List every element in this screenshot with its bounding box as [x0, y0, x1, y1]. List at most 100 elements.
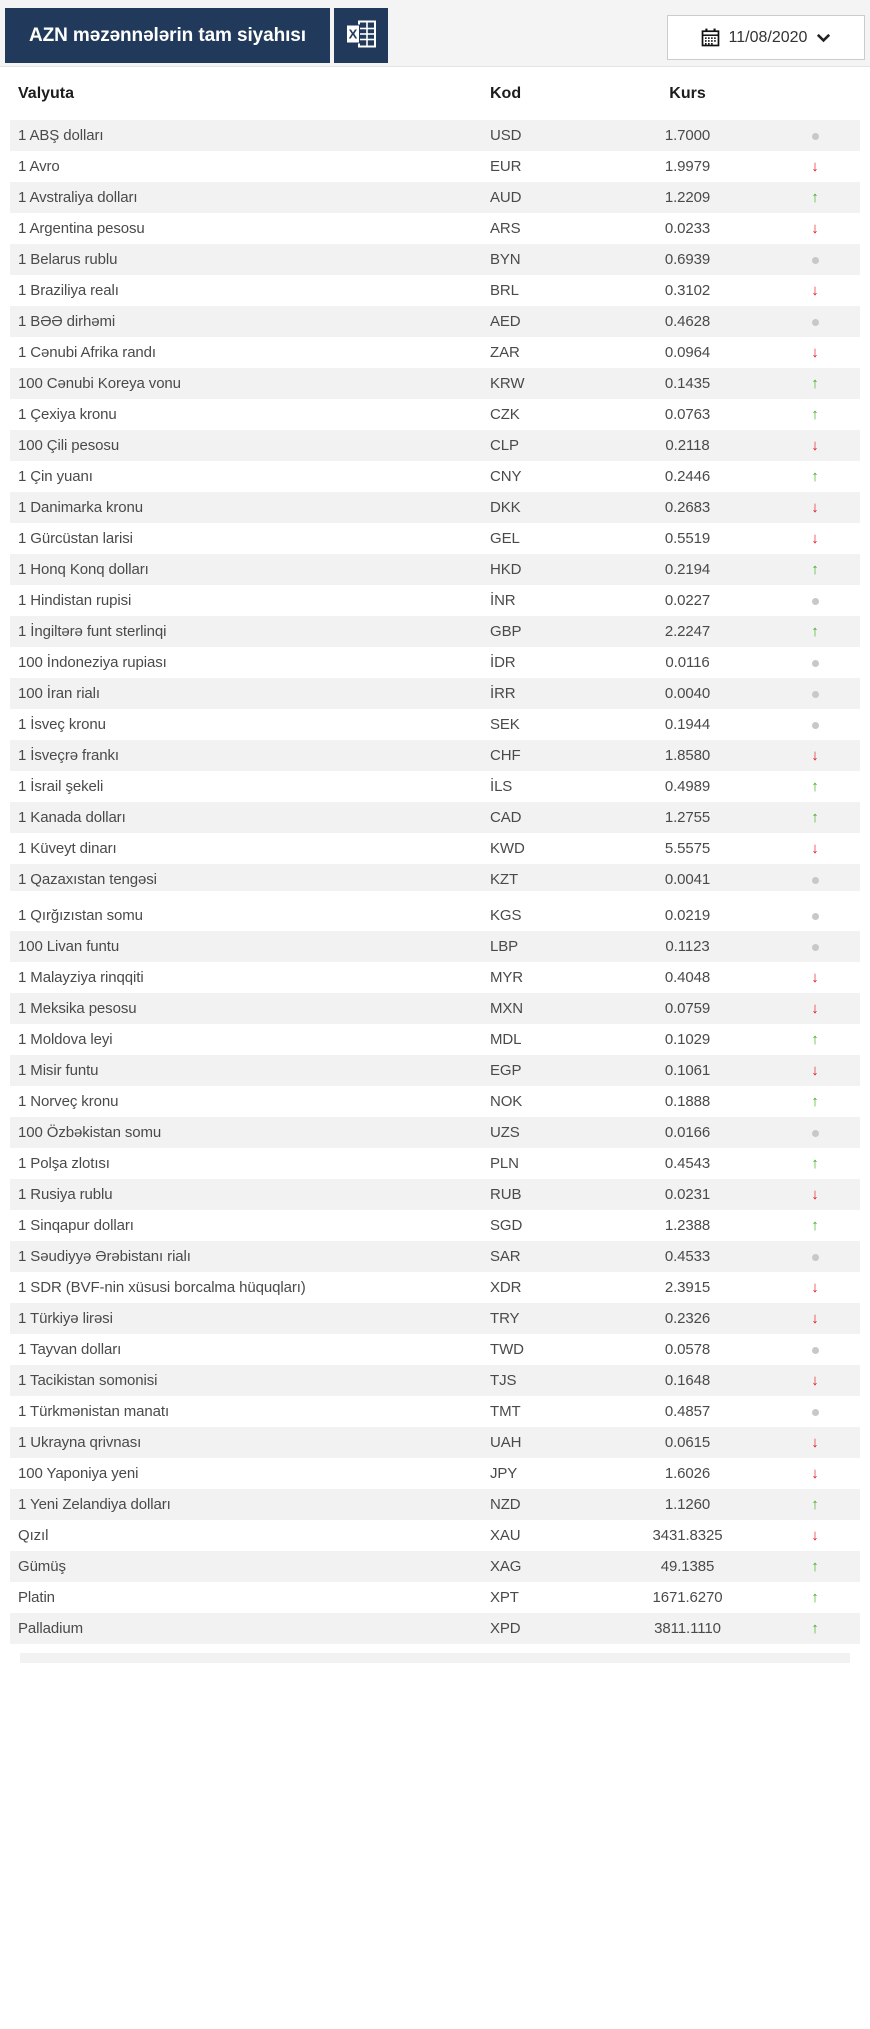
currency-rate: 0.0615	[664, 1434, 711, 1451]
currency-name: 1 Belarus rublu	[18, 251, 118, 268]
currency-rate: 1.2388	[664, 1217, 711, 1234]
currency-code: KZT	[490, 871, 519, 888]
table-row: 1 Belarus rublu BYN 0.6939	[10, 244, 860, 275]
no-change-dot-icon	[811, 690, 819, 698]
no-change-dot-icon	[811, 132, 819, 140]
currency-name: 100 Özbəkistan somu	[18, 1124, 162, 1141]
table-row: 1 Avstraliya dolları AUD 1.2209 ↑	[10, 182, 860, 213]
no-change-dot-icon	[811, 597, 819, 605]
currency-rate: 2.2247	[664, 623, 711, 640]
table-row: 1 İsveç kronu SEK 0.1944	[10, 709, 860, 740]
table-row: 1 İsveçrə frankı CHF 1.8580 ↓	[10, 740, 860, 771]
currency-name: 1 SDR (BVF-nin xüsusi borcalma hüquqları…	[18, 1279, 306, 1296]
table-row: 1 Qırğızıstan somu KGS 0.0219	[10, 900, 860, 931]
no-change-dot-icon	[811, 943, 819, 951]
currency-code: TMT	[490, 1403, 521, 1420]
up-arrow-icon: ↑	[811, 1589, 819, 1606]
table-row: 100 Cənubi Koreya vonu KRW 0.1435 ↑	[10, 368, 860, 399]
rates-table-body: 1 ABŞ dolları USD 1.7000 1 Avro EUR 1.99…	[10, 120, 860, 1644]
table-row: 100 Yaponiya yeni JPY 1.6026 ↓	[10, 1458, 860, 1489]
currency-name: 1 Polşa zlotısı	[18, 1155, 110, 1172]
currency-code: RUB	[490, 1186, 522, 1203]
currency-code: KGS	[490, 907, 522, 924]
down-arrow-icon: ↓	[811, 1527, 819, 1544]
currency-code: XDR	[490, 1279, 522, 1296]
currency-rate: 49.1385	[660, 1558, 715, 1575]
table-row: 1 Kanada dolları CAD 1.2755 ↑	[10, 802, 860, 833]
page-header: AZN məzənnələrin tam siyahısı X	[0, 0, 870, 67]
currency-name: 1 İsveç kronu	[18, 716, 106, 733]
currency-rate: 1.8580	[664, 747, 711, 764]
currency-code: USD	[490, 127, 522, 144]
currency-name: 1 Türkiyə lirəsi	[18, 1310, 113, 1327]
currency-code: HKD	[490, 561, 522, 578]
rates-table-header: Valyuta Kod Kurs	[10, 67, 860, 120]
table-row: 1 Avro EUR 1.9979 ↓	[10, 151, 860, 182]
currency-code: AED	[490, 313, 521, 330]
excel-export-button[interactable]: X	[333, 8, 388, 63]
table-row: 1 Çexiya kronu CZK 0.0763 ↑	[10, 399, 860, 430]
table-row: 1 Hindistan rupisi İNR 0.0227	[10, 585, 860, 616]
table-row: Gümüş XAG 49.1385 ↑	[10, 1551, 860, 1582]
currency-code: BYN	[490, 251, 521, 268]
currency-name: 1 Malayziya rinqqiti	[18, 969, 144, 986]
table-row: 1 Malayziya rinqqiti MYR 0.4048 ↓	[10, 962, 860, 993]
no-change-dot-icon	[811, 256, 819, 264]
currency-name: 1 Ukrayna qrivnası	[18, 1434, 142, 1451]
currency-code: LBP	[490, 938, 519, 955]
currency-code: SAR	[490, 1248, 521, 1265]
no-change-dot-icon	[811, 1253, 819, 1261]
currency-rate: 0.2118	[665, 437, 710, 454]
down-arrow-icon: ↓	[811, 499, 819, 516]
currency-rate: 2.3915	[664, 1279, 711, 1296]
currency-name: 1 İsrail şekeli	[18, 778, 104, 795]
currency-name: 1 Norveç kronu	[18, 1093, 119, 1110]
currency-code: CAD	[490, 809, 522, 826]
currency-name: 1 Rusiya rublu	[18, 1186, 113, 1203]
currency-rate: 0.1435	[664, 375, 711, 392]
currency-rate: 0.1061	[664, 1062, 711, 1079]
table-row: 1 Danimarka kronu DKK 0.2683 ↓	[10, 492, 860, 523]
currency-rate: 0.0041	[664, 871, 711, 888]
currency-code: KRW	[490, 375, 525, 392]
currency-rate: 0.4989	[664, 778, 711, 795]
date-picker[interactable]: 11/08/2020	[667, 15, 865, 60]
currency-rate: 0.0231	[664, 1186, 711, 1203]
currency-rate: 0.0219	[664, 907, 711, 924]
currency-code: GEL	[490, 530, 520, 547]
currency-rate: 0.1123	[665, 938, 710, 955]
currency-name: 1 Cənubi Afrika randı	[18, 344, 156, 361]
currency-name: 100 Çili pesosu	[18, 437, 120, 454]
down-arrow-icon: ↓	[811, 1465, 819, 1482]
table-row: 1 Səudiyyə Ərəbistanı rialı SAR 0.4533	[10, 1241, 860, 1272]
no-change-dot-icon	[811, 876, 819, 884]
currency-rate: 1.1260	[664, 1496, 711, 1513]
up-arrow-icon: ↑	[811, 778, 819, 795]
currency-code: ZAR	[490, 344, 520, 361]
table-row: 100 İran rialı İRR 0.0040	[10, 678, 860, 709]
table-row: 1 Ukrayna qrivnası UAH 0.0615 ↓	[10, 1427, 860, 1458]
table-row: 1 Honq Konq dolları HKD 0.2194 ↑	[10, 554, 860, 585]
currency-rate: 0.4543	[664, 1155, 711, 1172]
currency-rate: 0.1648	[664, 1372, 711, 1389]
table-row: 1 Gürcüstan larisi GEL 0.5519 ↓	[10, 523, 860, 554]
table-row: 1 Argentina pesosu ARS 0.0233 ↓	[10, 213, 860, 244]
currency-name: 1 İsveçrə frankı	[18, 747, 119, 764]
currency-code: CNY	[490, 468, 522, 485]
currency-rate: 0.4533	[664, 1248, 711, 1265]
currency-code: UAH	[490, 1434, 522, 1451]
table-row: 1 Çin yuanı CNY 0.2446 ↑	[10, 461, 860, 492]
up-arrow-icon: ↑	[811, 1093, 819, 1110]
up-arrow-icon: ↑	[811, 1155, 819, 1172]
currency-name: 1 BƏƏ dirhəmi	[18, 313, 116, 330]
currency-name: 1 Misir funtu	[18, 1062, 99, 1079]
currency-code: İRR	[490, 685, 516, 702]
currency-name: 1 Argentina pesosu	[18, 220, 145, 237]
currency-rate: 0.0040	[664, 685, 711, 702]
currency-rate: 1.6026	[664, 1465, 711, 1482]
table-row: 1 İsrail şekeli İLS 0.4989 ↑	[10, 771, 860, 802]
currency-name: 1 ABŞ dolları	[18, 127, 104, 144]
down-arrow-icon: ↓	[811, 1434, 819, 1451]
currency-name: 1 Qırğızıstan somu	[18, 907, 143, 924]
